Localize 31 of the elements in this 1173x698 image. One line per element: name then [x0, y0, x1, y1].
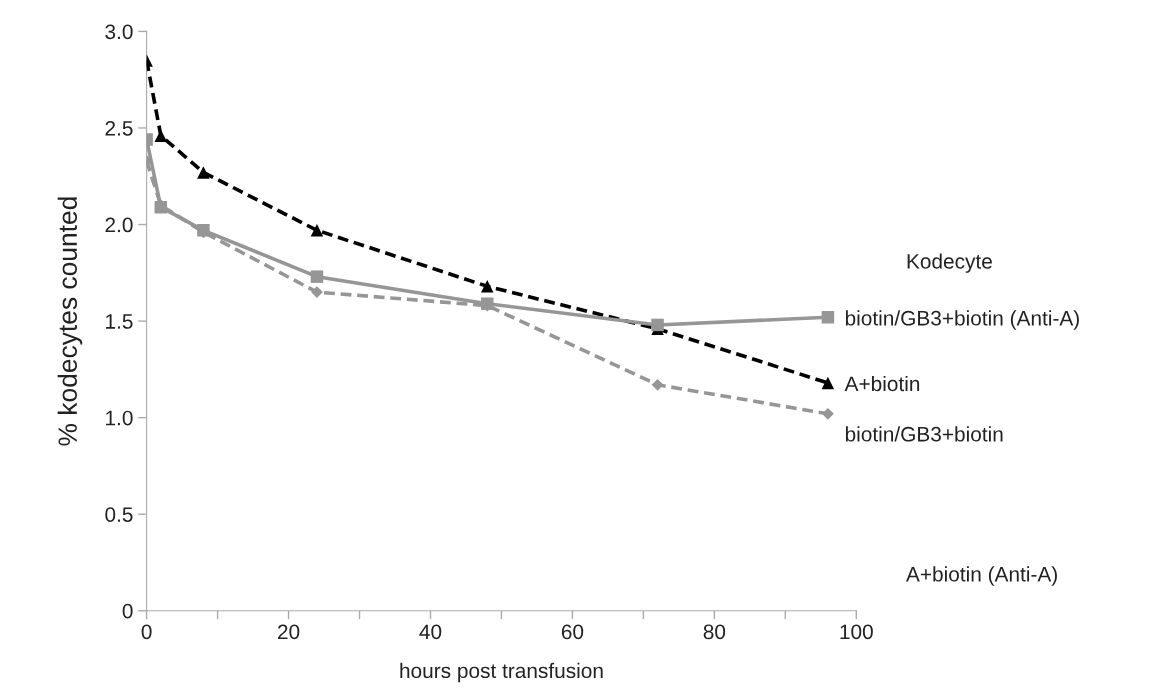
x-tick-label: 80: [703, 624, 726, 640]
y-tick-label: 3.0: [105, 24, 133, 40]
x-tick-label: 40: [419, 624, 442, 640]
y-axis-title: % kodecytes counted: [57, 197, 83, 446]
x-tick-label: 100: [840, 624, 873, 640]
y-tick-label: 0: [122, 603, 133, 619]
series-label: A+biotin: [844, 375, 920, 392]
legend-title: Kodecyte: [907, 253, 992, 273]
point: [651, 318, 664, 332]
point: [481, 280, 494, 293]
series-label: biotin/GB3+biotin: [845, 426, 1003, 442]
point: [821, 310, 835, 324]
y-tick-label: 1.0: [106, 410, 133, 426]
point: [651, 378, 664, 391]
x-tick-label: 60: [561, 624, 584, 640]
y-tick-label: 2.5: [105, 120, 133, 136]
series-label: biotin/GB3+biotin (Anti-A): [845, 310, 1079, 330]
point: [154, 129, 168, 142]
point: [822, 407, 834, 420]
y-tick-label: 2.0: [105, 217, 133, 233]
point: [821, 376, 835, 390]
y-tick-label: 1.5: [106, 314, 133, 329]
x-axis-title: hours post transfusion: [400, 662, 603, 683]
point: [310, 270, 324, 283]
y-tick-label: 0.5: [105, 507, 133, 522]
point: [311, 286, 323, 299]
text: A+biotin (Anti-A): [906, 566, 1057, 586]
x-tick-label: 20: [278, 624, 300, 640]
point: [197, 166, 210, 179]
x-tick-label: 0: [141, 624, 152, 640]
point: [310, 224, 324, 237]
